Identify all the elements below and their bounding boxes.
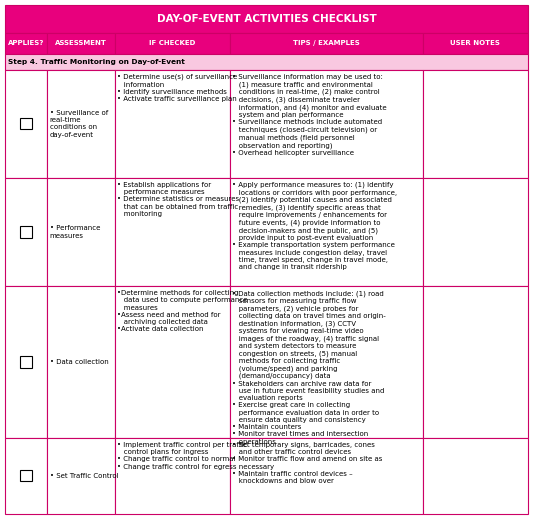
Text: DAY-OF-EVENT ACTIVITIES CHECKLIST: DAY-OF-EVENT ACTIVITIES CHECKLIST xyxy=(157,14,376,24)
FancyBboxPatch shape xyxy=(230,33,423,53)
FancyBboxPatch shape xyxy=(47,178,115,286)
FancyBboxPatch shape xyxy=(230,286,423,438)
Text: IF CHECKED: IF CHECKED xyxy=(149,40,196,46)
FancyBboxPatch shape xyxy=(5,33,47,53)
FancyBboxPatch shape xyxy=(5,438,47,514)
Text: • Establish applications for
   performance measures
• Determine statistics or m: • Establish applications for performance… xyxy=(117,182,239,217)
Text: USER NOTES: USER NOTES xyxy=(450,40,500,46)
FancyBboxPatch shape xyxy=(20,470,32,482)
FancyBboxPatch shape xyxy=(115,178,230,286)
Text: APPLIES?: APPLIES? xyxy=(8,40,44,46)
FancyBboxPatch shape xyxy=(5,178,47,286)
FancyBboxPatch shape xyxy=(5,70,47,178)
FancyBboxPatch shape xyxy=(115,438,230,514)
Text: ASSESSMENT: ASSESSMENT xyxy=(55,40,107,46)
Text: • Data collection: • Data collection xyxy=(50,359,109,365)
FancyBboxPatch shape xyxy=(230,438,423,514)
Text: • Set temporary signs, barricades, cones
   and other traffic control devices
• : • Set temporary signs, barricades, cones… xyxy=(232,442,382,484)
FancyBboxPatch shape xyxy=(47,438,115,514)
FancyBboxPatch shape xyxy=(423,33,528,53)
Text: Step 4. Traffic Monitoring on Day-of-Event: Step 4. Traffic Monitoring on Day-of-Eve… xyxy=(8,59,185,65)
FancyBboxPatch shape xyxy=(423,70,528,178)
FancyBboxPatch shape xyxy=(423,438,528,514)
FancyBboxPatch shape xyxy=(230,178,423,286)
FancyBboxPatch shape xyxy=(5,53,528,70)
FancyBboxPatch shape xyxy=(20,357,32,367)
FancyBboxPatch shape xyxy=(47,286,115,438)
Text: • Performance
measures: • Performance measures xyxy=(50,225,100,239)
FancyBboxPatch shape xyxy=(115,33,230,53)
Text: •Determine methods for collecting
   data used to compute performance
   measure: •Determine methods for collecting data u… xyxy=(117,290,248,332)
FancyBboxPatch shape xyxy=(230,70,423,178)
FancyBboxPatch shape xyxy=(423,286,528,438)
FancyBboxPatch shape xyxy=(47,70,115,178)
FancyBboxPatch shape xyxy=(5,5,528,33)
Text: • Set Traffic Control: • Set Traffic Control xyxy=(50,473,118,479)
FancyBboxPatch shape xyxy=(115,70,230,178)
FancyBboxPatch shape xyxy=(115,286,230,438)
FancyBboxPatch shape xyxy=(423,178,528,286)
Text: • Determine use(s) of surveillance
   information
• Identify surveillance method: • Determine use(s) of surveillance infor… xyxy=(117,74,237,102)
Text: • Data collection methods include: (1) road
   sensors for measuring traffic flo: • Data collection methods include: (1) r… xyxy=(232,290,386,445)
FancyBboxPatch shape xyxy=(5,286,47,438)
Text: • Implement traffic control per traffic
   control plans for ingress
• Change tr: • Implement traffic control per traffic … xyxy=(117,442,247,470)
Text: • Surveillance of
real-time
conditions on
day-of-event: • Surveillance of real-time conditions o… xyxy=(50,110,108,138)
FancyBboxPatch shape xyxy=(20,118,32,129)
FancyBboxPatch shape xyxy=(47,33,115,53)
Text: • Apply performance measures to: (1) identify
   locations or corridors with poo: • Apply performance measures to: (1) ide… xyxy=(232,182,397,270)
Text: • Surveillance information may be used to:
   (1) measure traffic and environmen: • Surveillance information may be used t… xyxy=(232,74,386,156)
FancyBboxPatch shape xyxy=(20,226,32,238)
Text: TIPS / EXAMPLES: TIPS / EXAMPLES xyxy=(293,40,360,46)
